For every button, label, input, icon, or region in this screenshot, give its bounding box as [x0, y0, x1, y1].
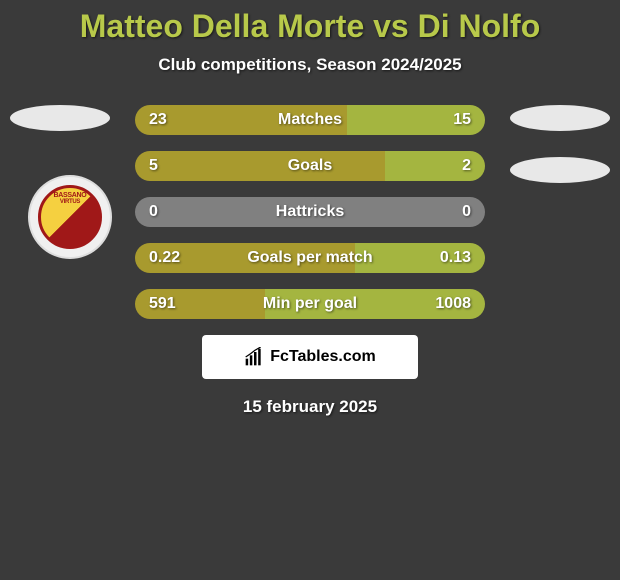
badge-line1: BASSANO: [54, 192, 87, 199]
bar-overlay: 5 Goals 2: [135, 151, 485, 181]
stat-right-value: 0: [462, 203, 471, 221]
stat-label: Goals per match: [247, 249, 372, 267]
club-badge: BASSANO VIRTUS: [28, 175, 112, 259]
stat-bars: 23 Matches 15 5 Goals 2 0 Hattricks 0 0.22 Goals p…: [135, 105, 485, 319]
stat-left-value: 0: [149, 203, 158, 221]
page-title: Matteo Della Morte vs Di Nolfo: [0, 0, 620, 45]
stat-row: 591 Min per goal 1008: [135, 289, 485, 319]
stat-left-value: 5: [149, 157, 158, 175]
stat-left-value: 591: [149, 295, 176, 313]
subtitle: Club competitions, Season 2024/2025: [0, 55, 620, 75]
club-badge-inner: BASSANO VIRTUS: [38, 185, 102, 249]
bar-overlay: 591 Min per goal 1008: [135, 289, 485, 319]
badge-line2: VIRTUS: [60, 199, 80, 205]
stat-right-value: 15: [453, 111, 471, 129]
brand-text: FcTables.com: [270, 348, 376, 366]
stat-row: 0 Hattricks 0: [135, 197, 485, 227]
stat-left-value: 23: [149, 111, 167, 129]
stat-left-value: 0.22: [149, 249, 180, 267]
bar-overlay: 23 Matches 15: [135, 105, 485, 135]
stat-label: Hattricks: [276, 203, 344, 221]
comparison-content: BASSANO VIRTUS 23 Matches 15 5 Goals 2 0 Hattri…: [0, 105, 620, 417]
stat-right-value: 1008: [435, 295, 471, 313]
player-left-placeholder: [10, 105, 110, 131]
player-right-placeholder-1: [510, 105, 610, 131]
stat-row: 5 Goals 2: [135, 151, 485, 181]
bar-overlay: 0 Hattricks 0: [135, 197, 485, 227]
stat-label: Min per goal: [263, 295, 357, 313]
stat-label: Matches: [278, 111, 342, 129]
stat-right-value: 2: [462, 157, 471, 175]
player-right-placeholder-2: [510, 157, 610, 183]
date-text: 15 february 2025: [0, 397, 620, 417]
stat-row: 0.22 Goals per match 0.13: [135, 243, 485, 273]
stat-right-value: 0.13: [440, 249, 471, 267]
brand-logo: FcTables.com: [202, 335, 418, 379]
chart-icon: [244, 347, 264, 367]
stat-label: Goals: [288, 157, 332, 175]
stat-row: 23 Matches 15: [135, 105, 485, 135]
bar-overlay: 0.22 Goals per match 0.13: [135, 243, 485, 273]
